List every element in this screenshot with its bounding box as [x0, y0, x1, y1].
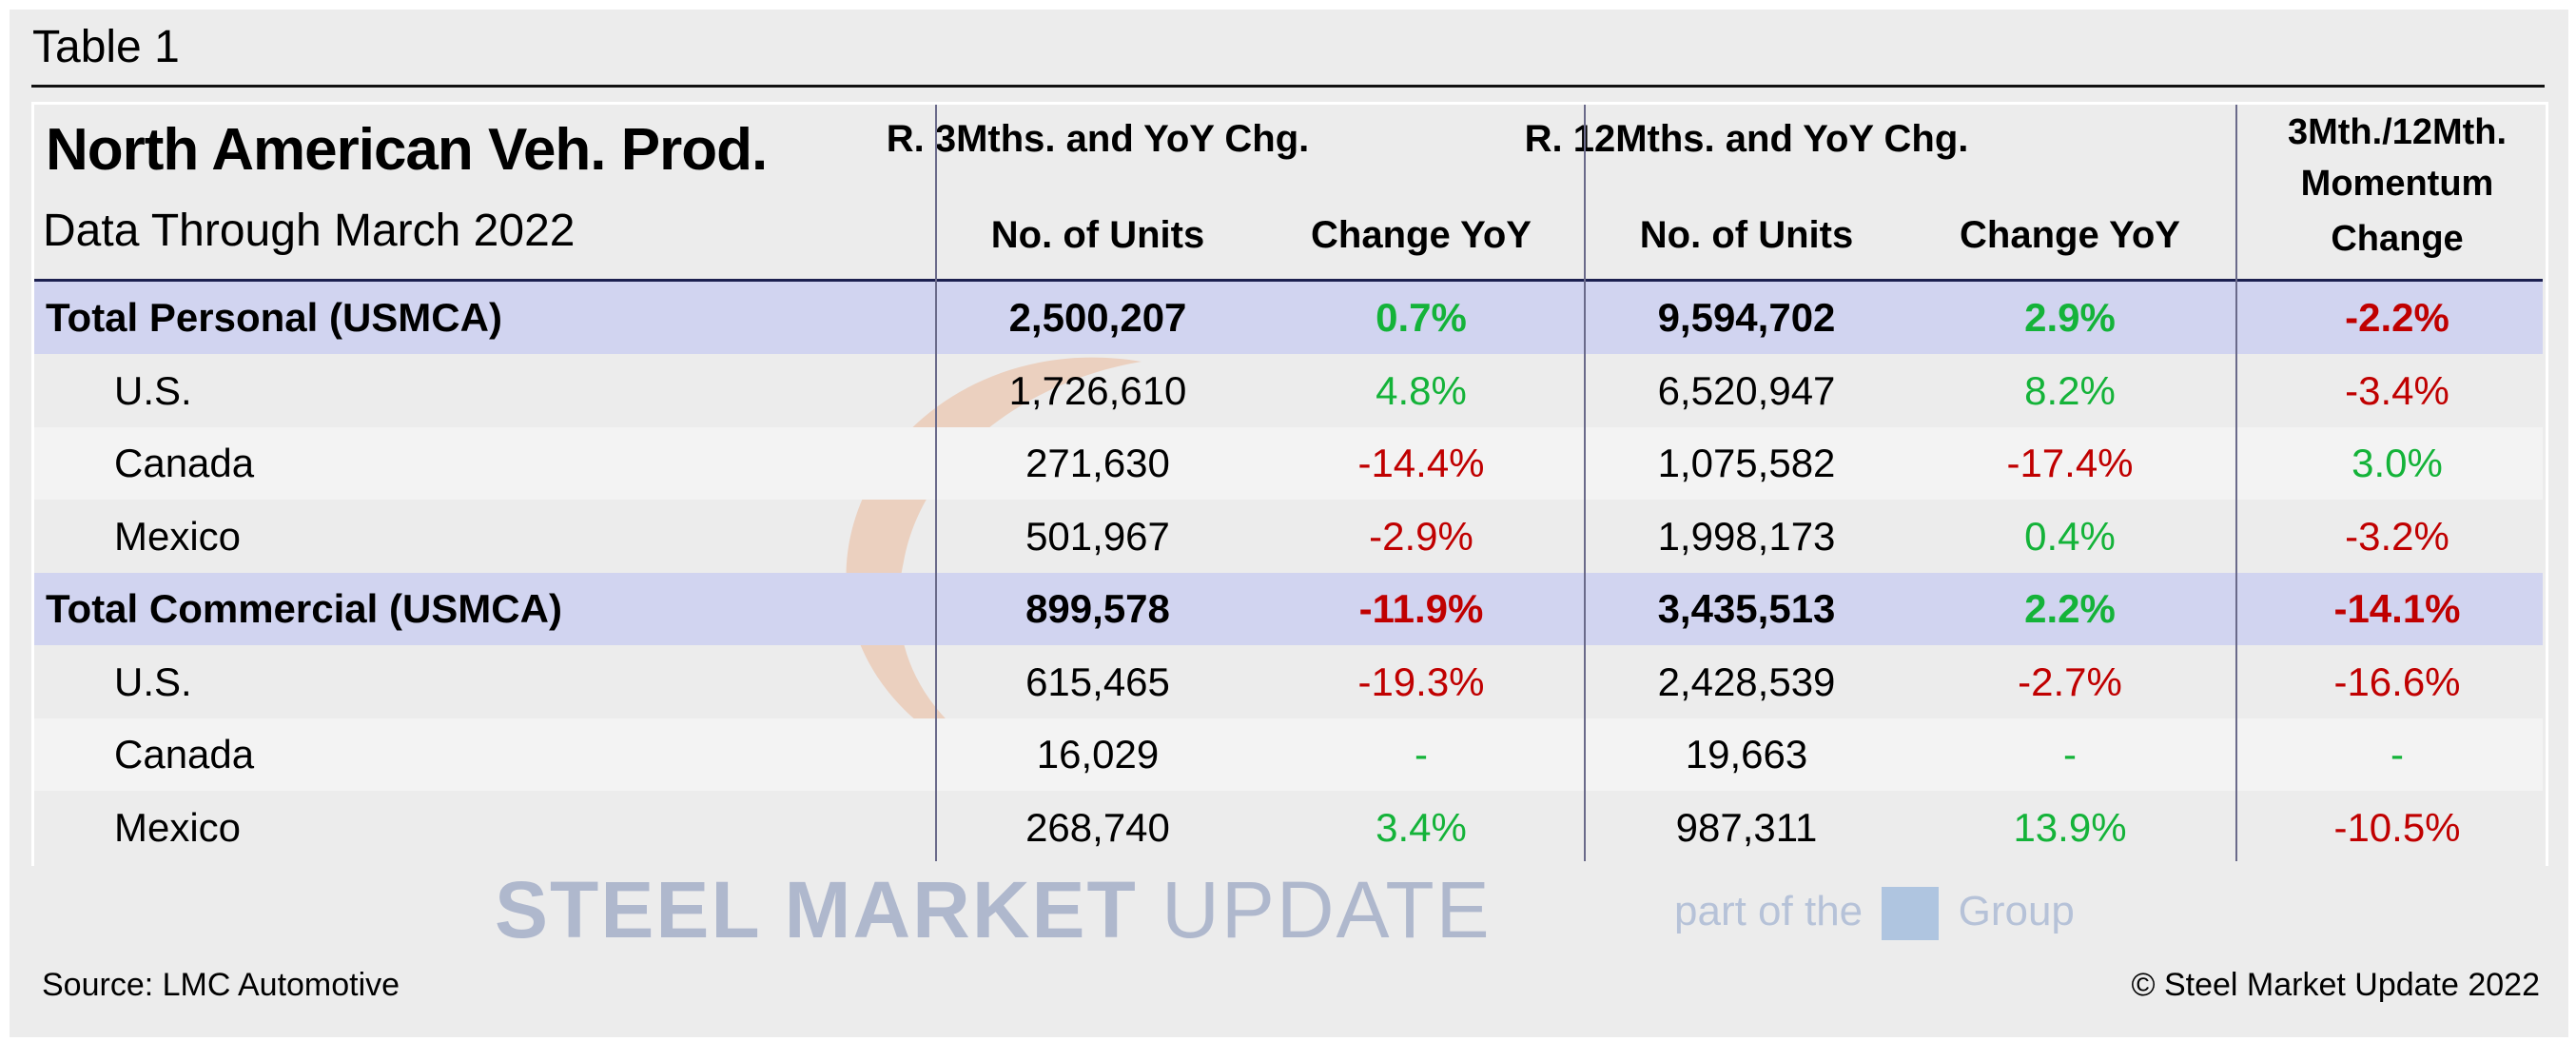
cell-u3: 615,465 [1025, 659, 1170, 704]
table-row: Mexico 501,967 -2.9% 1,998,173 0.4% -3.2% [34, 501, 2543, 573]
header-r3m: R. 3Mths. and YoY Chg. [886, 118, 1310, 160]
cell-u12: 6,520,947 [1657, 367, 1836, 413]
row-label: Mexico [114, 804, 242, 850]
header-momentum-2: Momentum [2300, 164, 2494, 204]
cell-u12: 3,435,513 [1657, 586, 1836, 631]
row-label: U.S. [114, 367, 192, 413]
header-momentum-1: 3Mth./12Mth. [2287, 112, 2508, 152]
cell-u3: 899,578 [1025, 586, 1170, 631]
cell-u12: 2,428,539 [1657, 659, 1836, 704]
column-divider [2235, 105, 2237, 861]
cell-u3: 2,500,207 [1008, 295, 1187, 340]
cell-c12: - [2063, 732, 2077, 777]
header-divider [34, 279, 2543, 282]
cell-c3: -2.9% [1369, 513, 1473, 559]
table-row: U.S. 615,465 -19.3% 2,428,539 -2.7% -16.6% [34, 646, 2543, 718]
cell-u3: 268,740 [1025, 804, 1170, 850]
table-row: Canada 16,029 - 19,663 - - [34, 718, 2543, 791]
cell-c12: 8.2% [2024, 367, 2116, 413]
header-units-12m: No. of Units [1639, 214, 1854, 256]
cell-u12: 1,998,173 [1657, 513, 1836, 559]
cell-u3: 501,967 [1025, 513, 1170, 559]
column-divider [935, 105, 937, 861]
cell-mom: -14.1% [2333, 586, 2461, 631]
cell-c3: -14.4% [1357, 441, 1485, 485]
cell-c3: 0.7% [1376, 295, 1467, 340]
row-label: Total Personal (USMCA) [46, 295, 502, 340]
title-rule [31, 85, 2545, 88]
cell-c12: 0.4% [2024, 513, 2116, 559]
cell-c3: 4.8% [1376, 367, 1467, 413]
table-label: Table 1 [32, 22, 180, 72]
cell-u12: 19,663 [1685, 732, 1808, 777]
cell-u3: 16,029 [1036, 732, 1160, 777]
table-frame [31, 102, 2548, 866]
header-momentum-3: Change [2331, 219, 2464, 259]
header-units-3m: No. of Units [990, 214, 1205, 256]
row-label: U.S. [114, 659, 192, 704]
row-label: Canada [114, 732, 255, 777]
cell-u12: 1,075,582 [1657, 441, 1836, 485]
cell-c12: 2.2% [2024, 586, 2116, 631]
header-change-3m: Change YoY [1311, 214, 1532, 256]
table-row: U.S. 1,726,610 4.8% 6,520,947 8.2% -3.4% [34, 355, 2543, 427]
cell-c3: -11.9% [1358, 586, 1484, 631]
header-r12m: R. 12Mths. and YoY Chg. [1524, 118, 1969, 160]
cell-mom: 3.0% [2352, 441, 2443, 485]
table-subtitle: Data Through March 2022 [43, 206, 576, 256]
cell-c12: -2.7% [2018, 659, 2122, 704]
cell-mom: - [2391, 732, 2404, 777]
table-row-total: Total Personal (USMCA) 2,500,207 0.7% 9,594… [34, 282, 2543, 354]
table-title: North American Veh. Prod. [46, 117, 768, 183]
cell-mom: -3.4% [2345, 367, 2449, 413]
cell-mom: -16.6% [2333, 659, 2461, 704]
cell-mom: -3.2% [2345, 513, 2449, 559]
cell-c12: -17.4% [2006, 441, 2134, 485]
header-change-12m: Change YoY [1960, 214, 2180, 256]
cell-u3: 271,630 [1025, 441, 1170, 485]
row-label: Canada [114, 441, 255, 485]
cell-c12: 13.9% [2013, 804, 2127, 850]
cell-mom: -2.2% [2345, 295, 2449, 340]
cell-u12: 9,594,702 [1657, 295, 1836, 340]
row-label: Total Commercial (USMCA) [46, 586, 562, 631]
cell-c3: 3.4% [1376, 804, 1467, 850]
row-label: Mexico [114, 513, 242, 559]
source-note: Source: LMC Automotive [42, 967, 400, 1003]
table-row: Canada 271,630 -14.4% 1,075,582 -17.4% 3.0% [34, 427, 2543, 500]
table-row-total: Total Commercial (USMCA) 899,578 -11.9% 3,4… [34, 573, 2543, 645]
cell-mom: -10.5% [2333, 804, 2461, 850]
cell-c12: 2.9% [2024, 295, 2116, 340]
table-row: Mexico 268,740 3.4% 987,311 13.9% -10.5% [34, 792, 2543, 864]
cell-u12: 987,311 [1675, 804, 1818, 850]
table-panel [10, 10, 2568, 1037]
cell-c3: - [1415, 732, 1428, 777]
copyright-note: © Steel Market Update 2022 [2131, 967, 2540, 1003]
column-divider [1584, 105, 1586, 861]
cell-c3: -19.3% [1357, 659, 1485, 704]
cell-u3: 1,726,610 [1008, 367, 1187, 413]
